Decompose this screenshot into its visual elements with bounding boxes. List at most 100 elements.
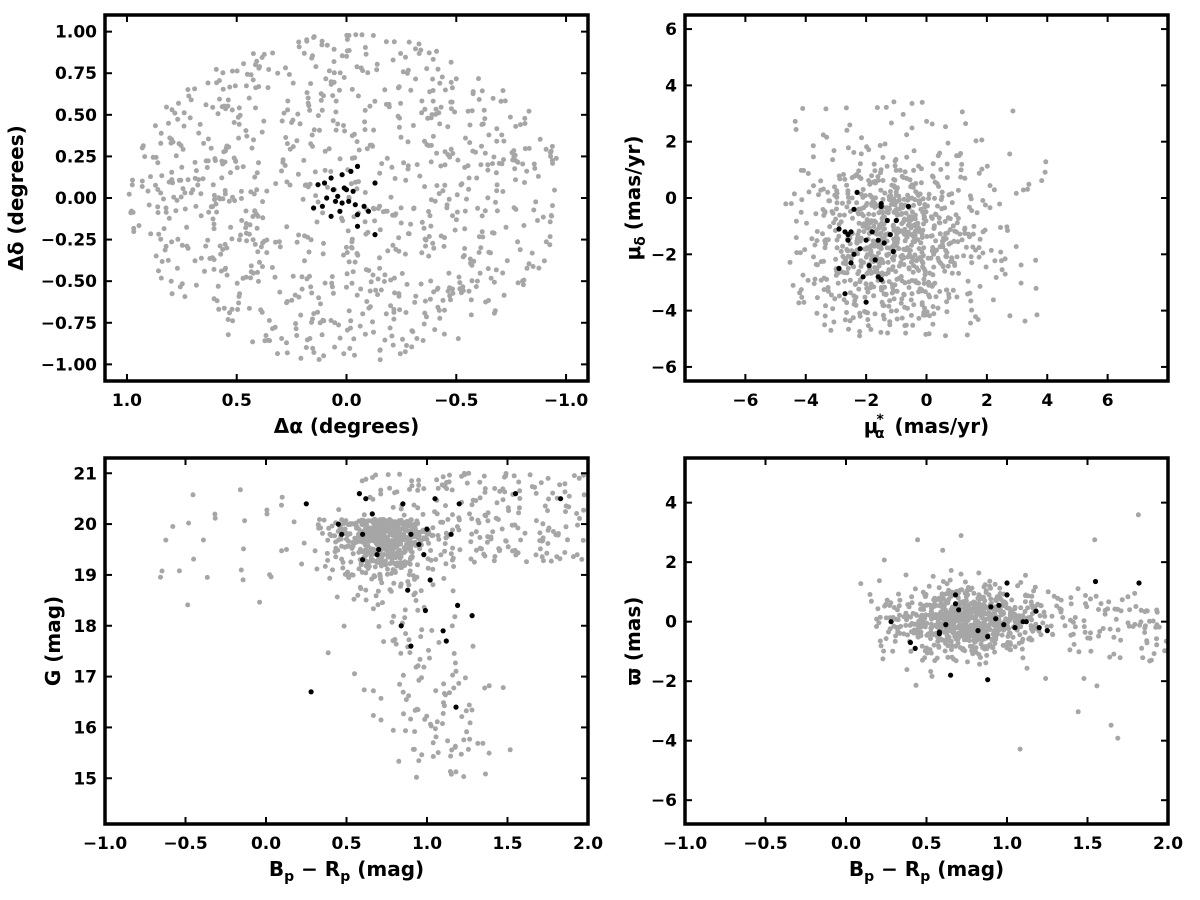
field-star-point [982, 202, 988, 208]
field-star-point [454, 524, 460, 530]
field-star-point [812, 242, 818, 248]
field-star-point [903, 210, 909, 216]
field-star-point [979, 595, 985, 601]
field-star-point [395, 542, 401, 548]
field-star-point [217, 96, 222, 102]
field-star-point [200, 537, 206, 543]
field-star-point [916, 289, 922, 295]
field-star-point [243, 221, 249, 227]
field-star-point [494, 182, 500, 188]
field-star-point [412, 590, 418, 596]
field-star-point [787, 259, 793, 265]
field-star-point [250, 339, 256, 345]
x-tick-label: −1.0 [663, 834, 708, 854]
field-star-point [531, 207, 537, 213]
field-star-point [145, 188, 151, 194]
field-star-point [441, 681, 447, 687]
field-star-point [321, 93, 326, 99]
field-star-point [393, 246, 399, 252]
field-star-point [182, 206, 188, 212]
field-star-point [949, 654, 955, 660]
field-star-point [260, 199, 266, 205]
field-star-point [581, 507, 587, 513]
field-star-point [520, 282, 526, 288]
x-tick-label: 0 [921, 391, 933, 411]
field-star-point [433, 557, 439, 562]
field-star-point [930, 245, 936, 250]
field-star-point [977, 622, 983, 627]
field-star-point [810, 143, 816, 149]
field-star-point [491, 279, 497, 285]
field-star-point [362, 547, 368, 553]
field-star-point [377, 347, 383, 353]
field-star-point [168, 140, 174, 146]
field-star-point [221, 149, 227, 155]
field-star-point [821, 287, 827, 293]
field-star-point [439, 74, 445, 80]
field-star-point [887, 189, 893, 194]
field-star-point [494, 188, 500, 194]
field-star-point [173, 153, 179, 159]
field-star-point [377, 255, 382, 261]
field-star-point [330, 290, 336, 296]
field-star-point [886, 303, 892, 309]
field-star-point [869, 243, 875, 249]
field-star-point [930, 174, 936, 180]
field-star-point [910, 322, 916, 328]
field-star-point [892, 158, 898, 164]
field-star-point [941, 238, 946, 244]
field-star-point [240, 164, 246, 170]
field-star-point [979, 166, 985, 172]
field-star-point [813, 211, 819, 217]
field-star-point [319, 42, 325, 48]
field-star-point [280, 157, 286, 163]
field-star-point [491, 230, 497, 236]
field-star-point [924, 645, 930, 651]
field-star-point [971, 601, 977, 606]
field-star-point [524, 265, 530, 271]
field-star-point [234, 68, 240, 74]
field-star-point [868, 251, 874, 257]
field-star-point [550, 529, 556, 534]
field-star-point [364, 146, 370, 152]
field-star-point [828, 292, 834, 298]
field-star-point [440, 721, 445, 727]
field-star-point [378, 717, 384, 723]
field-star-point [258, 307, 264, 313]
field-star-point [455, 157, 461, 163]
field-star-point [400, 69, 406, 75]
field-star-point [284, 350, 290, 356]
field-star-point [984, 652, 990, 658]
field-star-point [174, 197, 180, 203]
field-star-point [895, 236, 901, 241]
field-star-point [933, 294, 939, 300]
y-tick-label: 18 [73, 617, 97, 637]
field-star-point [822, 245, 828, 251]
field-star-point [392, 490, 398, 496]
field-star-point [1111, 651, 1117, 657]
field-star-point [931, 251, 937, 257]
field-star-point [389, 164, 395, 170]
field-star-point [453, 769, 459, 775]
field-star-point [456, 680, 462, 686]
field-star-point [830, 210, 836, 216]
field-star-point [935, 305, 941, 311]
field-star-point [804, 220, 809, 226]
field-star-point [328, 318, 334, 323]
field-star-point [303, 345, 309, 350]
field-star-point [333, 554, 339, 560]
field-star-point [323, 76, 329, 82]
field-star-point [976, 570, 982, 576]
field-star-point [184, 243, 190, 249]
field-star-point [449, 487, 455, 493]
field-star-point [931, 632, 937, 638]
field-star-point [366, 563, 372, 569]
field-star-point [857, 333, 863, 339]
x-tick-label: 0.0 [331, 391, 361, 411]
field-star-point [991, 187, 997, 193]
field-star-point [192, 86, 198, 92]
field-star-point [949, 613, 955, 619]
field-star-point [809, 236, 815, 242]
field-star-point [937, 231, 943, 237]
field-star-point [494, 126, 500, 132]
